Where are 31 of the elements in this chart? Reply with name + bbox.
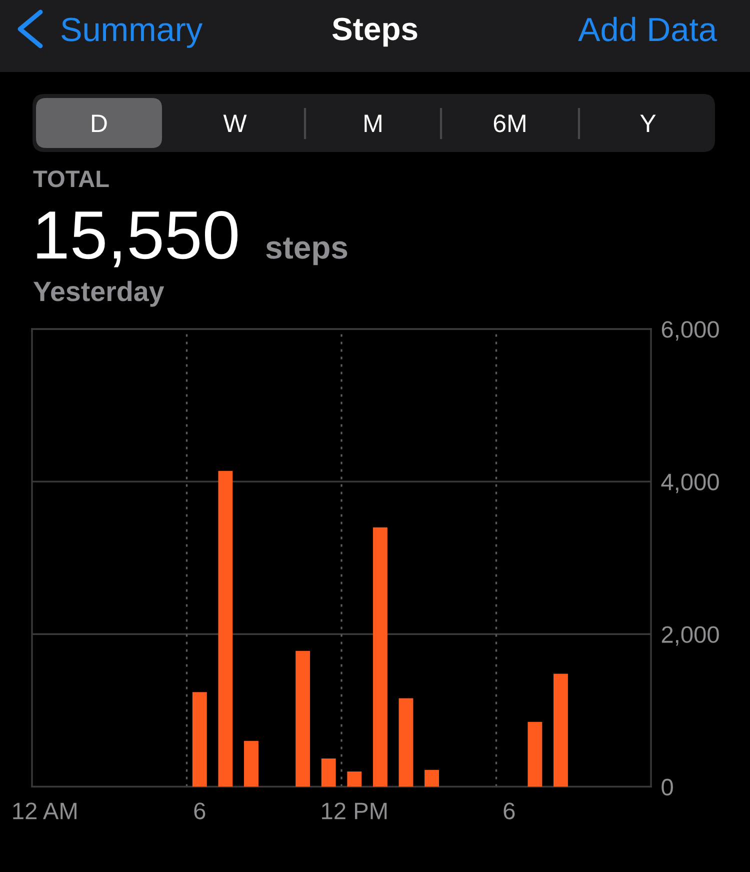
bar [347,771,362,787]
y-tick-label: 2,000 [662,626,719,646]
text: 15,550 [37,210,238,268]
bar [372,527,388,787]
text: D [92,114,107,132]
text: steps [266,238,348,266]
x-tick-label: 12 AM [13,802,76,820]
x-tick-label: 12 PM [322,802,387,820]
text: Add Data [578,16,718,42]
bar [398,698,414,787]
text: W [223,114,247,132]
text: 6M [494,114,526,132]
bar [554,674,568,787]
bar [528,722,542,787]
y-tick-label: 0 [662,778,673,796]
bar [244,740,258,787]
bar [296,650,310,787]
text: Summary [62,18,203,48]
text: Y [640,114,656,132]
text: TOTAL [33,170,109,188]
text: Yesterday [33,280,164,307]
bar [321,758,336,787]
y-tick-label: 6,000 [662,321,719,341]
x-tick-label: 6 [194,802,206,820]
bar [424,770,439,787]
bar [218,470,233,787]
chart-title: Steps [332,18,418,47]
text: M [364,114,382,132]
y-tick-label: 4,000 [661,474,719,494]
bar [192,692,207,787]
x-tick-label: 6 [504,802,515,820]
